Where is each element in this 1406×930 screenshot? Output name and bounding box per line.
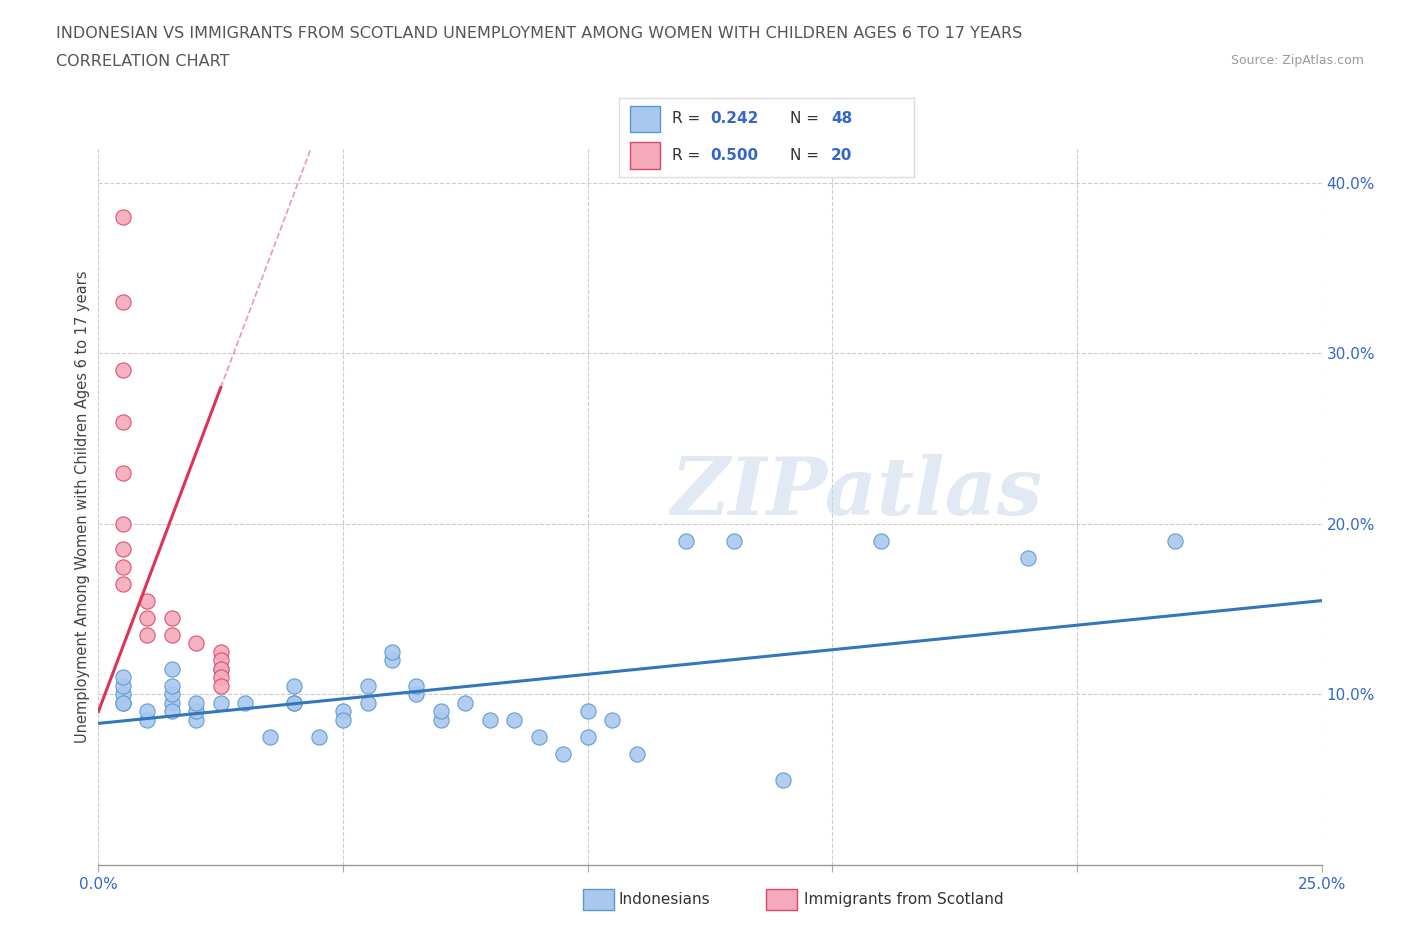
Point <box>111 577 134 591</box>
Point <box>136 628 159 643</box>
Point <box>111 516 134 531</box>
Point <box>576 704 599 719</box>
Point <box>209 696 232 711</box>
Point <box>209 661 232 676</box>
Point <box>332 704 354 719</box>
Text: 0.500: 0.500 <box>710 148 758 163</box>
Point <box>772 772 794 787</box>
Point <box>381 653 404 668</box>
Point <box>332 712 354 727</box>
Point <box>405 687 427 702</box>
Point <box>136 593 159 608</box>
Text: Source: ZipAtlas.com: Source: ZipAtlas.com <box>1230 54 1364 67</box>
Point <box>160 679 183 694</box>
Point <box>283 679 305 694</box>
Point <box>209 644 232 659</box>
Bar <box>630 106 659 132</box>
Text: INDONESIAN VS IMMIGRANTS FROM SCOTLAND UNEMPLOYMENT AMONG WOMEN WITH CHILDREN AG: INDONESIAN VS IMMIGRANTS FROM SCOTLAND U… <box>56 26 1022 41</box>
Point <box>186 712 208 727</box>
Point <box>111 687 134 702</box>
Text: R =: R = <box>672 148 704 163</box>
Point <box>160 687 183 702</box>
Bar <box>630 142 659 169</box>
Text: Immigrants from Scotland: Immigrants from Scotland <box>804 892 1004 907</box>
Point <box>1164 534 1187 549</box>
Point <box>233 696 256 711</box>
Point <box>553 747 575 762</box>
Point <box>111 559 134 574</box>
Point <box>723 534 745 549</box>
Point <box>1017 551 1039 565</box>
Point <box>503 712 526 727</box>
Point <box>675 534 697 549</box>
Point <box>430 704 453 719</box>
Text: R =: R = <box>672 112 704 126</box>
Point <box>136 610 159 625</box>
Point <box>111 679 134 694</box>
Text: 48: 48 <box>831 112 852 126</box>
Point <box>136 712 159 727</box>
Point <box>111 414 134 429</box>
Point <box>626 747 648 762</box>
Point <box>160 628 183 643</box>
Text: 0.242: 0.242 <box>710 112 759 126</box>
Point <box>186 696 208 711</box>
Point <box>283 696 305 711</box>
Point <box>209 661 232 676</box>
Point <box>111 696 134 711</box>
Point <box>381 644 404 659</box>
Point <box>111 295 134 310</box>
Point <box>160 610 183 625</box>
Y-axis label: Unemployment Among Women with Children Ages 6 to 17 years: Unemployment Among Women with Children A… <box>75 271 90 743</box>
Point <box>111 465 134 480</box>
Point <box>136 704 159 719</box>
Point <box>111 542 134 557</box>
Point <box>209 653 232 668</box>
Point <box>160 661 183 676</box>
Point <box>356 679 378 694</box>
Point <box>111 696 134 711</box>
Point <box>356 696 378 711</box>
Point <box>111 670 134 684</box>
Text: N =: N = <box>790 148 824 163</box>
Point <box>186 704 208 719</box>
Point <box>576 729 599 744</box>
Text: N =: N = <box>790 112 824 126</box>
Point <box>111 209 134 224</box>
Point <box>283 696 305 711</box>
Point <box>527 729 550 744</box>
Point <box>405 679 427 694</box>
Point <box>454 696 477 711</box>
Point <box>600 712 623 727</box>
Point <box>870 534 893 549</box>
Text: 20: 20 <box>831 148 852 163</box>
Point <box>209 670 232 684</box>
Text: ZIPatlas: ZIPatlas <box>671 454 1043 531</box>
Point <box>160 704 183 719</box>
Text: Indonesians: Indonesians <box>619 892 710 907</box>
Point <box>160 696 183 711</box>
Point <box>430 712 453 727</box>
Point <box>186 636 208 651</box>
Point <box>259 729 281 744</box>
Point <box>111 363 134 378</box>
Point <box>478 712 501 727</box>
Point <box>308 729 330 744</box>
Text: CORRELATION CHART: CORRELATION CHART <box>56 54 229 69</box>
Point <box>209 679 232 694</box>
